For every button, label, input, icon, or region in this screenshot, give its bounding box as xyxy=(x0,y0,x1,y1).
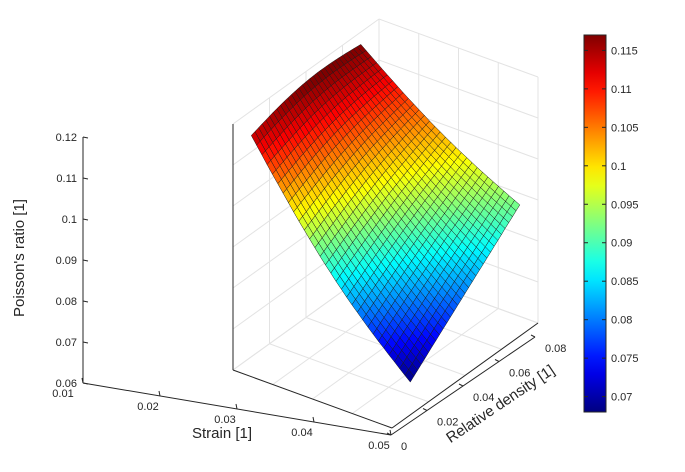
x-axis-label: Strain [1] xyxy=(192,425,252,442)
colorbar-tick-label: 0.07 xyxy=(611,392,632,404)
x-axis-line xyxy=(232,369,393,429)
z-tick-label: 0.11 xyxy=(56,173,77,185)
colorbar-tick-label: 0.1 xyxy=(611,161,626,173)
surface-plot xyxy=(251,44,521,383)
colorbar-tick-label: 0.075 xyxy=(611,353,639,365)
y-tick-label: 0.08 xyxy=(545,343,566,355)
colorbar-tick-label: 0.11 xyxy=(611,84,632,96)
y-tick-mark xyxy=(494,359,500,362)
z-tick-label: 0.1 xyxy=(62,214,77,226)
z-tick-mark xyxy=(82,259,89,262)
colorbar-tick-label: 0.095 xyxy=(611,199,639,211)
grid-line xyxy=(378,18,539,78)
y-axis-line xyxy=(391,322,539,429)
y-tick-label: 0.06 xyxy=(509,368,530,380)
y-tick-label: 0.02 xyxy=(437,417,458,429)
grid-line xyxy=(269,343,429,403)
x-tick-label: 0.02 xyxy=(137,401,158,413)
z-tick-label: 0.07 xyxy=(56,337,77,349)
x-tick-mark xyxy=(312,416,315,423)
grid-line xyxy=(378,59,539,119)
x-tick-label: 0.01 xyxy=(52,388,73,400)
colorbar-gradient xyxy=(583,34,607,413)
x-tick-label: 0.05 xyxy=(368,440,389,452)
y-tick-mark xyxy=(458,383,464,387)
z-tick-label: 0.09 xyxy=(56,255,77,267)
x-tick-mark xyxy=(235,403,238,410)
z-tick-label: 0.08 xyxy=(56,296,77,308)
y-tick-mark xyxy=(422,408,428,411)
x-tick-mark xyxy=(158,390,161,397)
z-tick-mark xyxy=(82,136,89,139)
colorbar-tick-label: 0.085 xyxy=(611,276,639,288)
z-axis-label: Poisson's ratio [1] xyxy=(11,199,28,317)
z-tick-mark xyxy=(82,300,89,303)
x-tick-label: 0.03 xyxy=(214,414,235,426)
y-tick-mark xyxy=(386,432,392,436)
z-tick-mark xyxy=(82,177,89,180)
x-tick-mark xyxy=(81,377,84,384)
y-axis-label: Relative density [1] xyxy=(443,362,558,447)
z-tick-label: 0.06 xyxy=(56,378,77,390)
y-tick-label: 0.04 xyxy=(473,392,494,404)
x-tick-label: 0.04 xyxy=(291,427,312,439)
surface-patch xyxy=(404,369,415,383)
colorbar-tick-label: 0.08 xyxy=(611,315,632,327)
colorbar-tick-label: 0.09 xyxy=(611,238,632,250)
y-tick-mark xyxy=(530,334,536,338)
z-tick-label: 0.12 xyxy=(56,132,77,144)
colorbar: 0.07 0.075 0.08 0.085 0.09 0.095 0.1 0.105 0.11 0… xyxy=(583,34,639,413)
z-tick-mark xyxy=(82,341,89,344)
grid-line xyxy=(232,18,380,125)
colorbar-tick-label: 0.115 xyxy=(611,45,638,57)
z-tick-mark xyxy=(82,218,89,221)
colorbar-tick-label: 0.105 xyxy=(611,122,639,134)
x-tick-mark xyxy=(389,429,392,436)
y-tick-label: 0 xyxy=(401,441,407,453)
